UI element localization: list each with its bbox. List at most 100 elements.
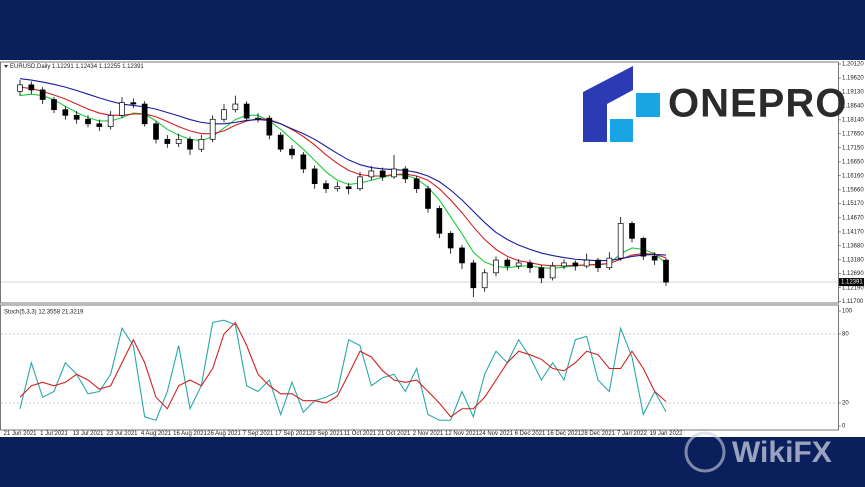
candle-body: [130, 102, 137, 105]
candle-body: [640, 238, 647, 257]
y-tick-label: 1.15170: [842, 201, 864, 207]
candle-body: [175, 138, 182, 144]
candle-body: [39, 89, 46, 100]
candle-body: [379, 170, 386, 178]
candle-body: [289, 148, 295, 156]
current-price-label: 1.12391: [841, 280, 863, 286]
candle-body: [425, 188, 431, 209]
x-tick-label: 1 Jul 2021: [40, 431, 68, 437]
logo-text: ONEPRO: [668, 82, 847, 126]
series-line: [19, 321, 667, 418]
x-tick-label: 12 Nov 2021: [445, 431, 480, 437]
candle-body: [515, 262, 522, 267]
candle-body: [402, 168, 409, 180]
x-tick-label: 7 Sep 2021: [243, 431, 274, 437]
candle-body: [107, 114, 114, 127]
candle-body: [334, 186, 341, 190]
candle-body: [538, 267, 545, 279]
y-tick-label: 1.16650: [842, 159, 864, 165]
candle-body: [300, 154, 307, 170]
y-tick-label: 1.18640: [842, 103, 864, 109]
candle-body: [17, 84, 23, 92]
candle-body: [368, 170, 375, 178]
x-tick-label: 23 Jul 2021: [106, 431, 138, 437]
x-tick-label: 16 Dec 2021: [547, 431, 582, 437]
candle-body: [357, 176, 363, 190]
x-tick-label: 6 Dec 2021: [515, 431, 546, 437]
candle-body: [595, 259, 601, 269]
candle-body: [493, 259, 499, 274]
stoch-title: Stoch(5,3,3) 12.3558 21.3219: [4, 310, 84, 316]
candle-body: [96, 123, 103, 127]
y-tick-label: 1.13680: [842, 243, 864, 249]
candle-body: [73, 114, 80, 120]
y-tick-label: 1.11700: [842, 299, 864, 305]
x-tick-label: 24 Nov 2021: [479, 431, 514, 437]
candle-body: [436, 208, 443, 234]
y-tick-label: 1.12690: [842, 271, 864, 277]
main-panel-frame: [0, 61, 839, 304]
candle-body: [470, 262, 477, 289]
watermark: WikiFX: [684, 431, 832, 473]
y-tick-label: 1.20120: [842, 62, 864, 68]
candle-body: [141, 103, 148, 125]
y-tick-label: 0: [842, 424, 846, 430]
y-tick-label: 1.12190: [842, 285, 864, 291]
y-tick-label: 1.17650: [842, 131, 864, 137]
candle-body: [527, 262, 533, 269]
x-tick-label: 13 Jul 2021: [72, 431, 104, 437]
x-tick-label: 21 Oct 2021: [378, 431, 411, 437]
x-tick-label: 7 Jan 2022: [617, 431, 647, 437]
candle-body: [572, 262, 579, 267]
y-tick-label: 1.14170: [842, 229, 864, 235]
candle-body: [447, 232, 454, 249]
series-line: [19, 86, 667, 267]
series-line: [19, 93, 667, 269]
logo-square: [610, 119, 633, 142]
main-title: EURUSD,Daily 1.12291 1.12434 1.12255 1.1…: [10, 64, 144, 70]
watermark-icon: [684, 431, 726, 473]
candle-body: [85, 118, 91, 125]
candle-body: [243, 103, 250, 119]
candle-body: [561, 262, 567, 267]
logo-shape: [583, 66, 633, 142]
candle-body: [617, 223, 624, 259]
x-tick-label: 4 Aug 2021: [141, 431, 172, 437]
candle-body: [549, 265, 556, 279]
candle-body: [413, 178, 420, 190]
y-tick-label: 1.13180: [842, 257, 864, 263]
y-tick-label: 1.19620: [842, 76, 864, 82]
onepro-logo: ONEPRO: [583, 66, 847, 142]
y-tick-label: 1.19130: [842, 89, 864, 95]
y-tick-label: 1.17150: [842, 145, 864, 151]
x-tick-label: 17 Sep 2021: [275, 431, 310, 437]
candle-body: [323, 183, 329, 190]
x-tick-label: 26 Aug 2021: [207, 431, 241, 437]
candle-body: [51, 99, 57, 111]
candle-body: [266, 117, 273, 136]
candle-body: [606, 257, 613, 269]
candle-body: [119, 102, 125, 116]
current-price-box: [839, 278, 864, 287]
candle-body: [663, 259, 669, 283]
candle-body: [187, 138, 193, 150]
candle-body: [504, 259, 511, 267]
x-tick-label: 21 Jun 2021: [3, 431, 37, 437]
candle-body: [481, 272, 488, 289]
candle-body: [28, 84, 35, 91]
candle-body: [277, 134, 284, 150]
x-tick-label: 29 Sep 2021: [309, 431, 344, 437]
x-tick-label: 11 Oct 2021: [344, 431, 377, 437]
x-tick-label: 19 Jan 2022: [649, 431, 683, 437]
candle-body: [153, 123, 159, 140]
candle-body: [651, 255, 658, 261]
candle-body: [198, 138, 205, 150]
candle-body: [221, 109, 227, 120]
x-tick-label: 16 Aug 2021: [173, 431, 207, 437]
y-tick-label: 1.18140: [842, 117, 864, 123]
candle-body: [164, 138, 171, 144]
series-line: [19, 78, 667, 262]
candle-body: [255, 117, 261, 120]
y-tick-label: 20: [842, 401, 849, 407]
logo-square: [636, 93, 660, 117]
